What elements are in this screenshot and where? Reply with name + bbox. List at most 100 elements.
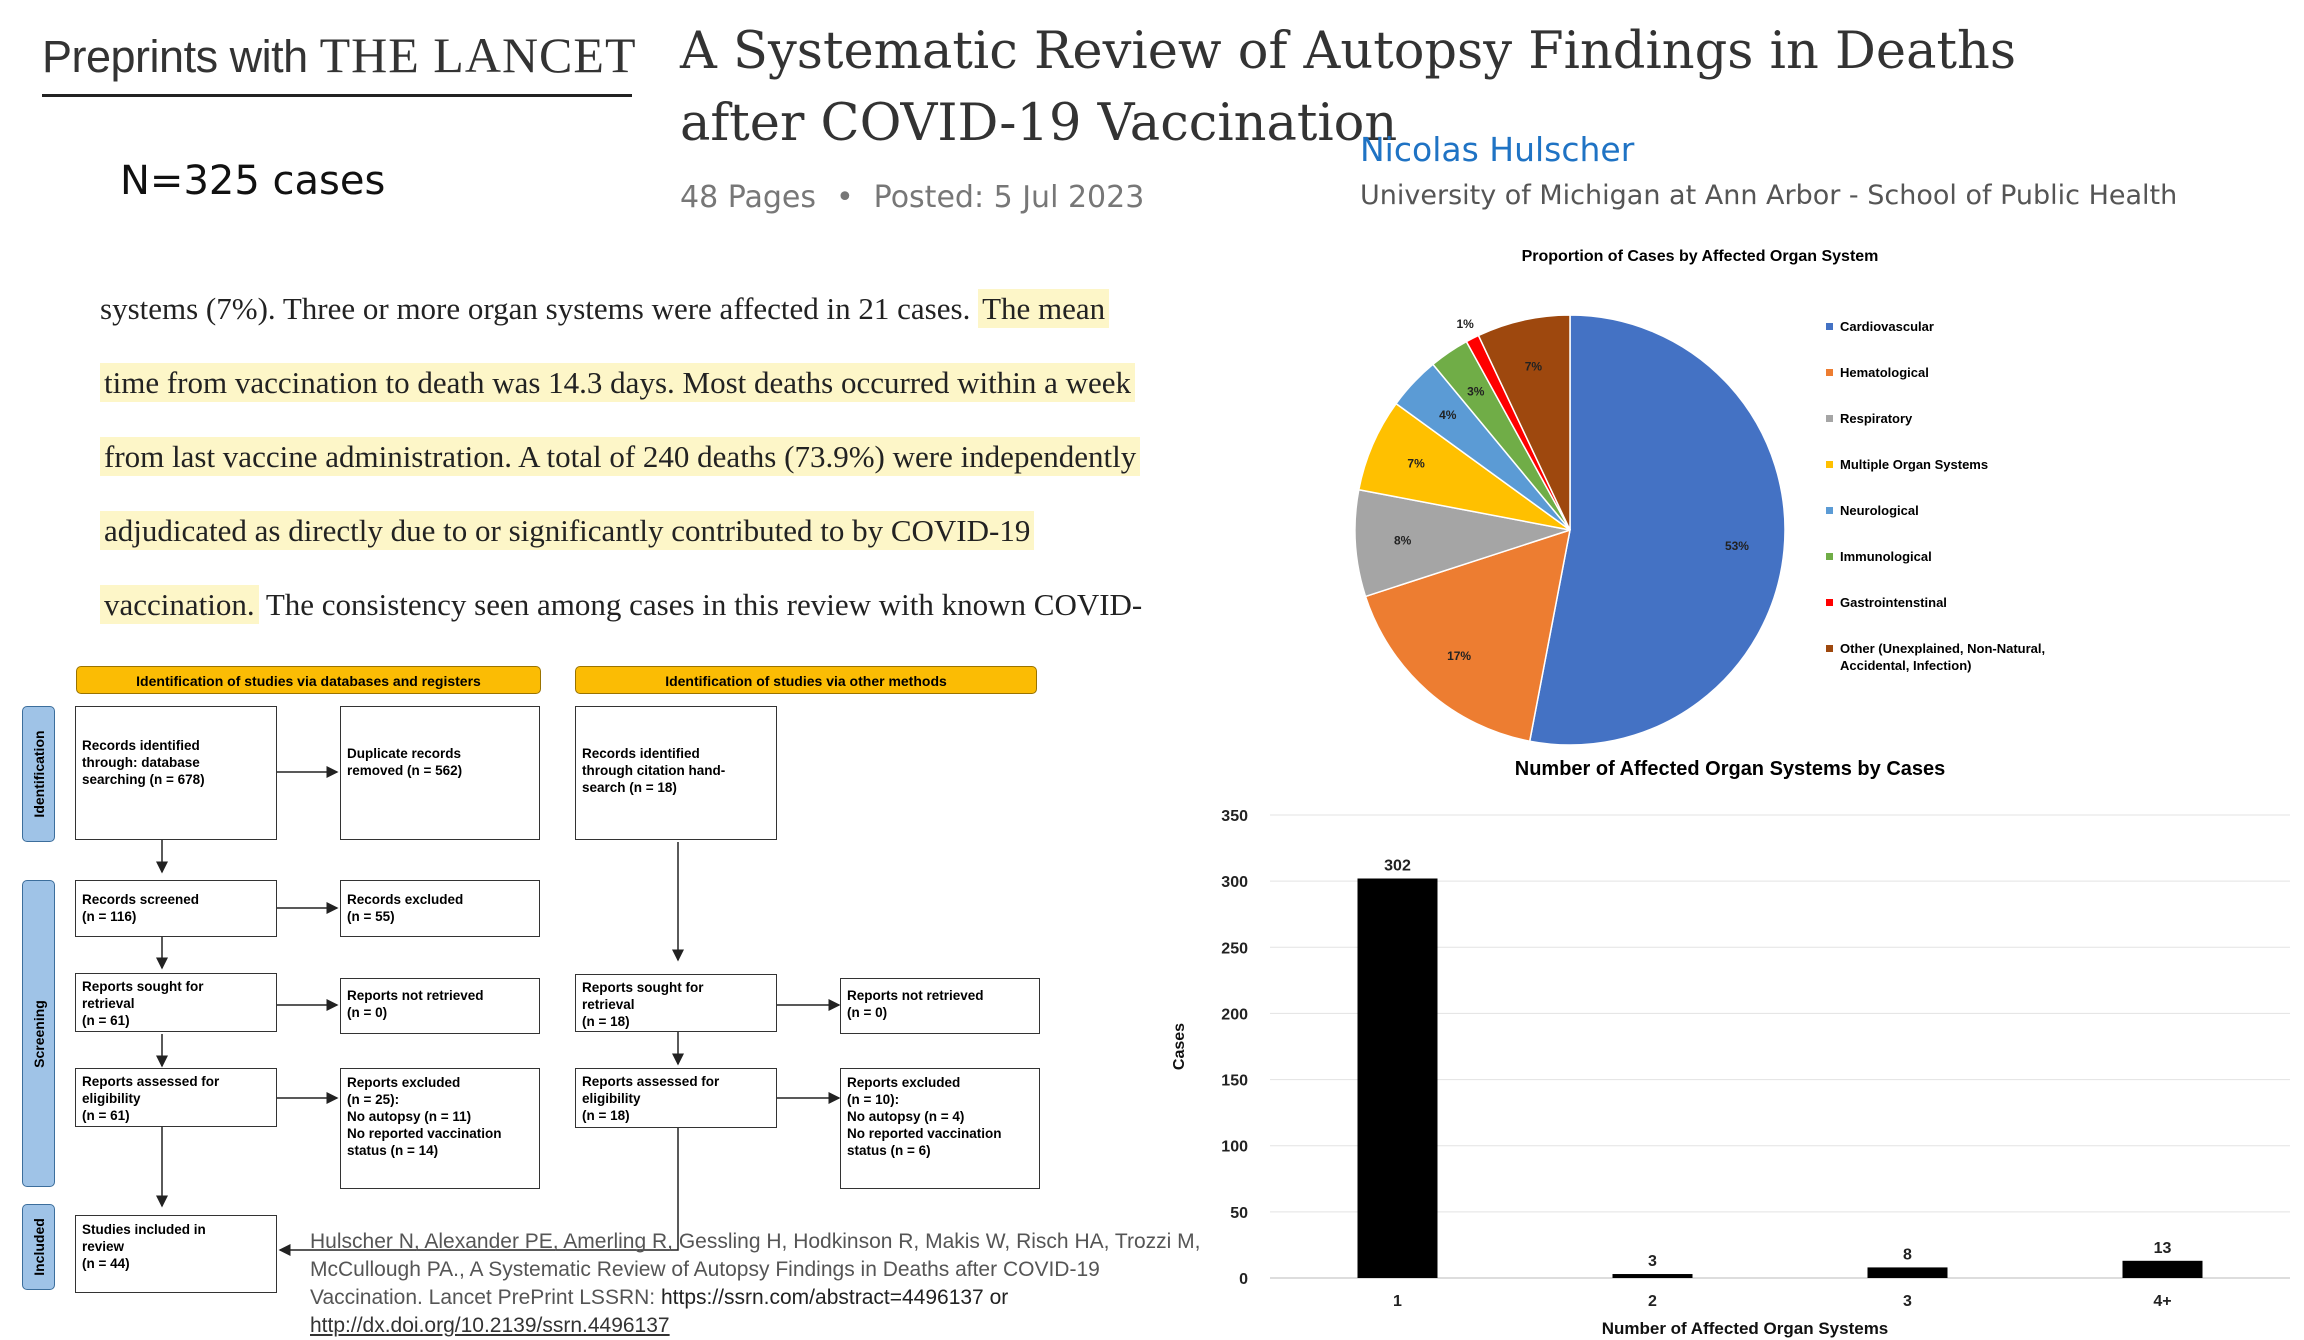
bar xyxy=(1867,1267,1948,1278)
x-tick-label: 2 xyxy=(1648,1293,1657,1310)
citation-text: Hulscher N, Alexander PE, Amerling R, Ge… xyxy=(310,1230,1201,1309)
pie-value-label: 17% xyxy=(1447,649,1471,663)
legend-swatch xyxy=(1826,461,1833,468)
citation-or: or xyxy=(989,1286,1009,1309)
y-tick-label: 100 xyxy=(1221,1139,1248,1156)
abstract-excerpt: systems (7%). Three or more organ system… xyxy=(100,272,1230,642)
legend-item: Gastrointenstinal xyxy=(1826,594,2086,640)
highlighted-text: time from vaccination to death was 14.3 … xyxy=(100,363,1136,402)
box-assessed-right: Reports assessed for eligibility (n = 18… xyxy=(575,1068,777,1128)
legend-item: Multiple Organ Systems xyxy=(1826,456,2086,502)
flow-arrows xyxy=(156,766,841,1256)
meta-separator: • xyxy=(835,180,854,215)
excerpt-line: systems (7%). Three or more organ system… xyxy=(100,272,1230,346)
prisma-head-other-methods: Identification of studies via other meth… xyxy=(575,666,1037,694)
legend-label: Neurological xyxy=(1840,503,1919,518)
pie-slice xyxy=(1354,488,1571,598)
box-duplicates-removed: Duplicate records removed (n = 562) xyxy=(340,706,540,840)
excerpt-line: vaccination. The consistency seen among … xyxy=(100,568,1230,642)
brand-prefix: Preprints with xyxy=(42,31,308,82)
y-tick-label: 150 xyxy=(1221,1073,1248,1090)
pie-value-label: 4% xyxy=(1439,408,1457,422)
box-not-retrieved-right: Reports not retrieved (n = 0) xyxy=(840,978,1040,1034)
excerpt-text: systems (7%). Three or more organ system… xyxy=(100,291,971,326)
y-tick-label: 350 xyxy=(1221,808,1248,825)
excerpt-line: from last vaccine administration. A tota… xyxy=(100,420,1230,494)
legend-item: Respiratory xyxy=(1826,410,2086,456)
bar-chart: 05010015020025030035030213283134+Number … xyxy=(1171,808,2290,1338)
doi-link[interactable]: http://dx.doi.org/10.2139/ssrn.4496137 xyxy=(310,1314,670,1337)
pie-slice xyxy=(1364,528,1571,743)
pie-legend: Cardiovascular Hematological Respiratory Mu… xyxy=(1826,318,2086,686)
x-tick-label: 3 xyxy=(1903,1293,1912,1310)
legend-label: Other (Unexplained, Non-Natural, Acciden… xyxy=(1840,641,2046,673)
legend-label: Multiple Organ Systems xyxy=(1840,457,1989,472)
posted-date: Posted: 5 Jul 2023 xyxy=(873,180,1145,215)
box-records-excluded: Records excluded (n = 55) xyxy=(340,880,540,937)
legend-swatch xyxy=(1826,369,1833,376)
author-affiliation: University of Michigan at Ann Arbor - Sc… xyxy=(1360,180,2178,211)
y-tick-label: 200 xyxy=(1221,1006,1248,1023)
pie-value-label: 3% xyxy=(1467,384,1485,398)
sample-size-label: N=325 cases xyxy=(120,158,386,204)
phase-identification: Identification xyxy=(22,706,55,842)
phase-included-label: Included xyxy=(30,1218,47,1276)
legend-swatch xyxy=(1826,507,1833,514)
box-studies-included: Studies included in review (n = 44) xyxy=(75,1215,277,1293)
legend-item: Immunological xyxy=(1826,548,2086,594)
legend-label: Gastrointenstinal xyxy=(1840,595,1947,610)
pie-value-label: 1% xyxy=(1456,317,1474,331)
x-tick-label: 1 xyxy=(1393,1293,1402,1310)
bar-chart-title: Number of Affected Organ Systems by Case… xyxy=(1514,758,1946,780)
bar xyxy=(1357,878,1438,1278)
prisma-head-databases: Identification of studies via databases … xyxy=(76,666,541,694)
legend-swatch xyxy=(1826,599,1833,606)
box-assessed-left: Reports assessed for eligibility (n = 61… xyxy=(75,1068,277,1127)
legend-swatch xyxy=(1826,553,1833,560)
y-axis-title: Cases xyxy=(1171,1023,1188,1070)
x-axis-title: Number of Affected Organ Systems xyxy=(1602,1319,1889,1338)
legend-label: Cardiovascular xyxy=(1840,319,1934,334)
box-not-retrieved-left: Reports not retrieved (n = 0) xyxy=(340,978,540,1034)
pie-chart: 53% 17% 8% 7% 4% 3% 1% 7% xyxy=(1354,314,1786,746)
box-citation-search: Records identified through citation hand… xyxy=(575,706,777,840)
y-tick-label: 0 xyxy=(1239,1271,1248,1288)
excerpt-text: The consistency seen among cases in this… xyxy=(265,587,1143,622)
bar-data-label: 3 xyxy=(1648,1253,1657,1270)
box-reports-excluded-left: Reports excluded (n = 25): No autopsy (n… xyxy=(340,1068,540,1189)
legend-label: Hematological xyxy=(1840,365,1929,380)
bar-data-label: 8 xyxy=(1903,1246,1912,1263)
legend-item: Other (Unexplained, Non-Natural, Acciden… xyxy=(1826,640,2086,686)
legend-swatch xyxy=(1826,323,1833,330)
legend-item: Hematological xyxy=(1826,364,2086,410)
legend-label: Immunological xyxy=(1840,549,1932,564)
pie-value-label: 8% xyxy=(1394,534,1412,548)
excerpt-line: adjudicated as directly due to or signif… xyxy=(100,494,1230,568)
highlighted-text: adjudicated as directly due to or signif… xyxy=(100,511,1035,550)
highlighted-text: from last vaccine administration. A tota… xyxy=(100,437,1141,476)
legend-swatch xyxy=(1826,415,1833,422)
box-sought-left: Reports sought for retrieval (n = 61) xyxy=(75,973,277,1032)
paper-title: A Systematic Review of Autopsy Findings … xyxy=(680,22,2016,153)
excerpt-line: time from vaccination to death was 14.3 … xyxy=(100,346,1230,420)
x-tick-label: 4+ xyxy=(2153,1293,2171,1310)
box-records-screened: Records screened (n = 116) xyxy=(75,880,277,937)
ssrn-abstract-link[interactable]: https://ssrn.com/abstract=4496137 xyxy=(660,1286,984,1309)
y-tick-label: 250 xyxy=(1221,940,1248,957)
pie-value-label: 53% xyxy=(1725,539,1749,553)
bar-data-label: 13 xyxy=(2154,1240,2172,1257)
phase-included: Included xyxy=(22,1204,55,1290)
y-tick-label: 300 xyxy=(1221,874,1248,891)
pie-chart-title: Proportion of Cases by Affected Organ Sy… xyxy=(1521,248,1879,265)
legend-label: Respiratory xyxy=(1840,411,1913,426)
pie-value-label: 7% xyxy=(1407,456,1425,470)
bar xyxy=(2122,1260,2203,1278)
phase-screening-label: Screening xyxy=(30,999,47,1068)
paper-meta: 48 Pages • Posted: 5 Jul 2023 xyxy=(680,180,1144,215)
highlighted-text: vaccination. xyxy=(100,585,259,624)
pie-slice xyxy=(1477,314,1571,531)
author-link[interactable]: Nicolas Hulscher xyxy=(1360,130,1635,169)
box-records-identified: Records identified through: database sea… xyxy=(75,706,277,840)
legend-item: Neurological xyxy=(1826,502,2086,548)
highlighted-text: The mean xyxy=(978,289,1110,328)
